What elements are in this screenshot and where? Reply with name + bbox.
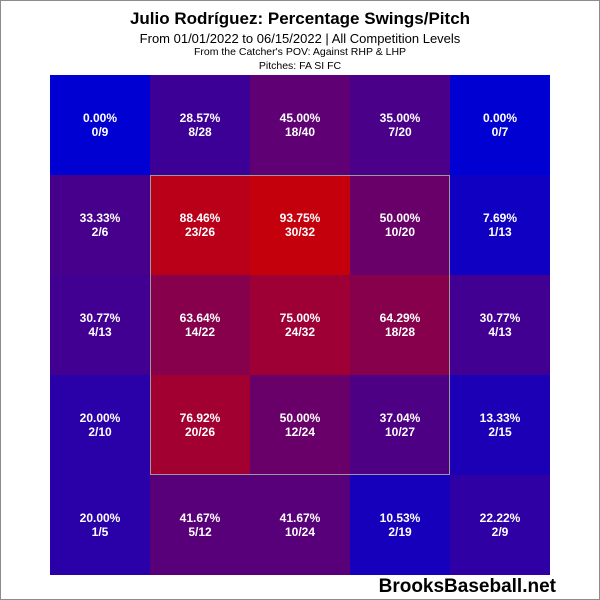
cell-fraction: 2/9 [491,525,509,539]
heatmap-cell: 50.00% 10/20 [350,175,450,275]
cell-percentage: 45.00% [279,111,321,125]
cell-percentage: 88.46% [179,211,221,225]
cell-percentage: 41.67% [279,511,321,525]
cell-fraction: 4/13 [488,325,512,339]
cell-fraction: 10/20 [384,225,416,239]
cell-fraction: 0/9 [91,125,109,139]
cell-percentage: 37.04% [379,411,421,425]
chart-subtitle: From 01/01/2022 to 06/15/2022 | All Comp… [139,31,461,46]
cell-percentage: 93.75% [279,211,321,225]
heatmap-cell: 45.00% 18/40 [250,75,350,175]
heatmap-cell: 63.64% 14/22 [150,275,250,375]
cell-percentage: 50.00% [379,211,421,225]
cell-percentage: 20.00% [79,411,121,425]
cell-fraction: 10/27 [384,425,416,439]
heatmap-cell: 13.33% 2/15 [450,375,550,475]
cell-fraction: 10/24 [284,525,316,539]
pov-note: From the Catcher's POV: Against RHP & LH… [193,46,407,58]
cell-percentage: 22.22% [479,511,521,525]
cell-percentage: 20.00% [79,511,121,525]
cell-percentage: 76.92% [179,411,221,425]
heatmap-cell: 20.00% 2/10 [50,375,150,475]
heatmap-cell: 64.29% 18/28 [350,275,450,375]
heatmap-cell: 41.67% 10/24 [250,475,350,575]
cell-percentage: 10.53% [379,511,421,525]
cell-fraction: 12/24 [284,425,316,439]
cell-percentage: 33.33% [79,211,121,225]
heatmap-cell: 10.53% 2/19 [350,475,450,575]
cell-percentage: 0.00% [482,111,518,125]
cell-percentage: 0.00% [82,111,118,125]
heatmap-cell: 33.33% 2/6 [50,175,150,275]
heatmap-cell: 0.00% 0/7 [450,75,550,175]
heatmap-cell: 76.92% 20/26 [150,375,250,475]
cell-fraction: 30/32 [284,225,316,239]
cell-fraction: 0/7 [491,125,509,139]
heatmap-cell: 35.00% 7/20 [350,75,450,175]
heatmap-cell: 37.04% 10/27 [350,375,450,475]
cell-percentage: 30.77% [79,311,121,325]
heatmap-cell: 30.77% 4/13 [450,275,550,375]
heatmap-cell: 22.22% 2/9 [450,475,550,575]
cell-fraction: 20/26 [184,425,216,439]
cell-percentage: 75.00% [279,311,321,325]
heatmap-cell: 93.75% 30/32 [250,175,350,275]
cell-percentage: 41.67% [179,511,221,525]
chart-title: Julio Rodríguez: Percentage Swings/Pitch [129,9,471,28]
cell-percentage: 7.69% [482,211,518,225]
cell-fraction: 8/28 [188,125,212,139]
heatmap-cell: 30.77% 4/13 [50,275,150,375]
cell-percentage: 63.64% [179,311,221,325]
heatmap-grid: 0.00% 0/9 28.57% 8/28 45.00% 18/40 35.00% 7/20 0… [50,75,550,575]
cell-fraction: 18/28 [384,325,416,339]
heatmap-cell: 88.46% 23/26 [150,175,250,275]
cell-fraction: 23/26 [184,225,216,239]
heatmap-cell: 41.67% 5/12 [150,475,250,575]
cell-percentage: 35.00% [379,111,421,125]
cell-fraction: 2/19 [388,525,412,539]
heatmap-cell: 0.00% 0/9 [50,75,150,175]
cell-fraction: 18/40 [284,125,316,139]
cell-fraction: 7/20 [388,125,412,139]
cell-percentage: 30.77% [479,311,521,325]
pitches-note: Pitches: FA SI FC [258,60,342,72]
cell-fraction: 2/15 [488,425,512,439]
cell-percentage: 13.33% [479,411,521,425]
heatmap-cell: 20.00% 1/5 [50,475,150,575]
cell-fraction: 2/10 [88,425,112,439]
cell-percentage: 50.00% [279,411,321,425]
brand-watermark: BrooksBaseball.net [378,576,556,597]
cell-fraction: 1/5 [91,525,109,539]
cell-fraction: 4/13 [88,325,112,339]
cell-fraction: 1/13 [488,225,512,239]
heatmap-cell: 7.69% 1/13 [450,175,550,275]
heatmap-cell: 28.57% 8/28 [150,75,250,175]
cell-fraction: 2/6 [91,225,109,239]
heatmap-cell: 75.00% 24/32 [250,275,350,375]
cell-percentage: 64.29% [379,311,421,325]
cell-fraction: 5/12 [188,525,212,539]
cell-fraction: 14/22 [184,325,216,339]
heatmap-cell: 50.00% 12/24 [250,375,350,475]
cell-fraction: 24/32 [284,325,316,339]
cell-percentage: 28.57% [179,111,221,125]
